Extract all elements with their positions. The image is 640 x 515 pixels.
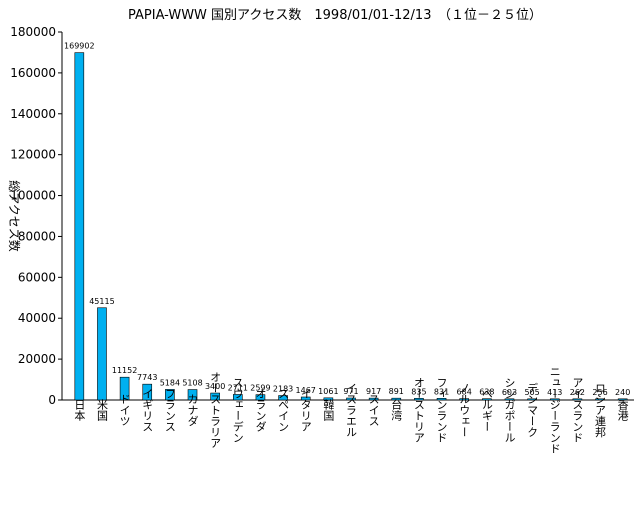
chart-title: PAPIA-WWW 国別アクセス数 1998/01/01-12/13 （１位－２…: [128, 8, 542, 23]
category-label: フィンランド: [435, 377, 448, 443]
data-label: 3400: [205, 382, 225, 391]
category-label: スウェーデン: [231, 377, 244, 443]
bar: [459, 398, 470, 401]
category-label: オランダ: [254, 388, 267, 432]
data-label: 1467: [296, 386, 316, 395]
data-label: 1061: [318, 387, 338, 396]
category-label: 韓国: [322, 399, 335, 422]
bar: [255, 394, 266, 401]
data-label: 835: [411, 387, 426, 396]
y-ticks: 0 20000 40000 60000 80000 100000 120000 140000 1…: [10, 25, 62, 407]
bar: [617, 398, 628, 401]
bar: [210, 392, 220, 401]
category-labels: 日本 米国 ドイツ イギリス フランス カナダ オーストラリア スウェーデン オランダ スペインイ…: [73, 366, 629, 454]
data-label: 971: [343, 387, 358, 396]
data-label: 5184: [160, 378, 180, 387]
category-label: シンガポール: [503, 377, 516, 443]
y-tick-label: 100000: [10, 189, 56, 203]
category-label: オーストリア: [412, 377, 425, 443]
data-label: 5108: [182, 379, 202, 388]
bar: [323, 397, 334, 401]
category-label: 台湾: [390, 398, 403, 422]
bar: [368, 397, 379, 401]
data-label: 2711: [228, 383, 248, 392]
data-label: 262: [570, 388, 585, 397]
data-label: 917: [366, 387, 381, 396]
data-label: 2599: [250, 384, 270, 393]
y-tick-label: 160000: [10, 66, 56, 80]
data-label: 11152: [112, 366, 137, 375]
category-label: アイスランド: [571, 377, 584, 443]
bar: [119, 376, 130, 401]
category-label: ニュージーランド: [548, 366, 561, 454]
data-label: 45115: [89, 297, 114, 306]
bar: [549, 398, 560, 401]
y-tick-label: 40000: [18, 311, 56, 325]
bar: [595, 398, 605, 401]
bar: [414, 397, 424, 401]
category-label: ロシア連邦: [594, 383, 607, 438]
y-tick-label: 140000: [10, 107, 56, 121]
bar: [233, 394, 243, 401]
category-label: スペイン: [277, 388, 290, 432]
data-label: 505: [524, 388, 539, 397]
bar: [436, 398, 447, 401]
category-label: ベルギー: [480, 388, 493, 432]
bar: [572, 398, 583, 401]
data-label: 891: [389, 387, 404, 396]
y-tick-label: 80000: [18, 229, 56, 243]
data-label: 240: [615, 388, 630, 397]
bars: [74, 52, 628, 401]
category-label: イタリア: [299, 388, 312, 432]
bar: [300, 396, 311, 401]
y-tick-label: 0: [48, 393, 56, 407]
category-label: スイス: [367, 394, 380, 427]
bar: [346, 397, 356, 401]
category-label: 香港: [616, 399, 629, 421]
bar: [74, 52, 85, 401]
category-label: イギリス: [141, 388, 154, 432]
data-label: 2183: [273, 385, 293, 394]
bar: [391, 397, 402, 401]
data-label: 831: [434, 387, 449, 396]
bar: [527, 398, 537, 401]
data-label: 256: [592, 388, 607, 397]
category-label: デンマーク: [526, 381, 539, 437]
bar: [97, 307, 107, 401]
category-label: ノルウェー: [458, 383, 471, 438]
data-label: 684: [457, 388, 472, 397]
bar: [482, 398, 492, 401]
bar: [165, 389, 175, 401]
category-label: フランス: [163, 388, 176, 432]
category-label: イスラエル: [345, 383, 358, 438]
y-tick-label: 20000: [18, 352, 56, 366]
data-label: 603: [502, 388, 517, 397]
category-label: 米国: [95, 399, 108, 422]
y-tick-label: 120000: [10, 148, 56, 162]
category-label: カナダ: [186, 393, 199, 426]
y-axis-label: 総アクセス数: [7, 180, 22, 251]
data-label: 7743: [137, 373, 157, 382]
bar: [278, 395, 288, 401]
data-label: 413: [547, 388, 562, 397]
category-label: 日本: [73, 399, 86, 422]
y-tick-label: 60000: [18, 270, 56, 284]
bar: [504, 398, 515, 401]
bar: [187, 389, 198, 401]
category-label: オーストラリア: [209, 371, 222, 448]
y-tick-label: 180000: [10, 25, 56, 39]
data-label: 169902: [64, 42, 95, 51]
bar: [142, 383, 153, 401]
data-label: 638: [479, 388, 494, 397]
category-label: ドイツ: [118, 394, 131, 427]
